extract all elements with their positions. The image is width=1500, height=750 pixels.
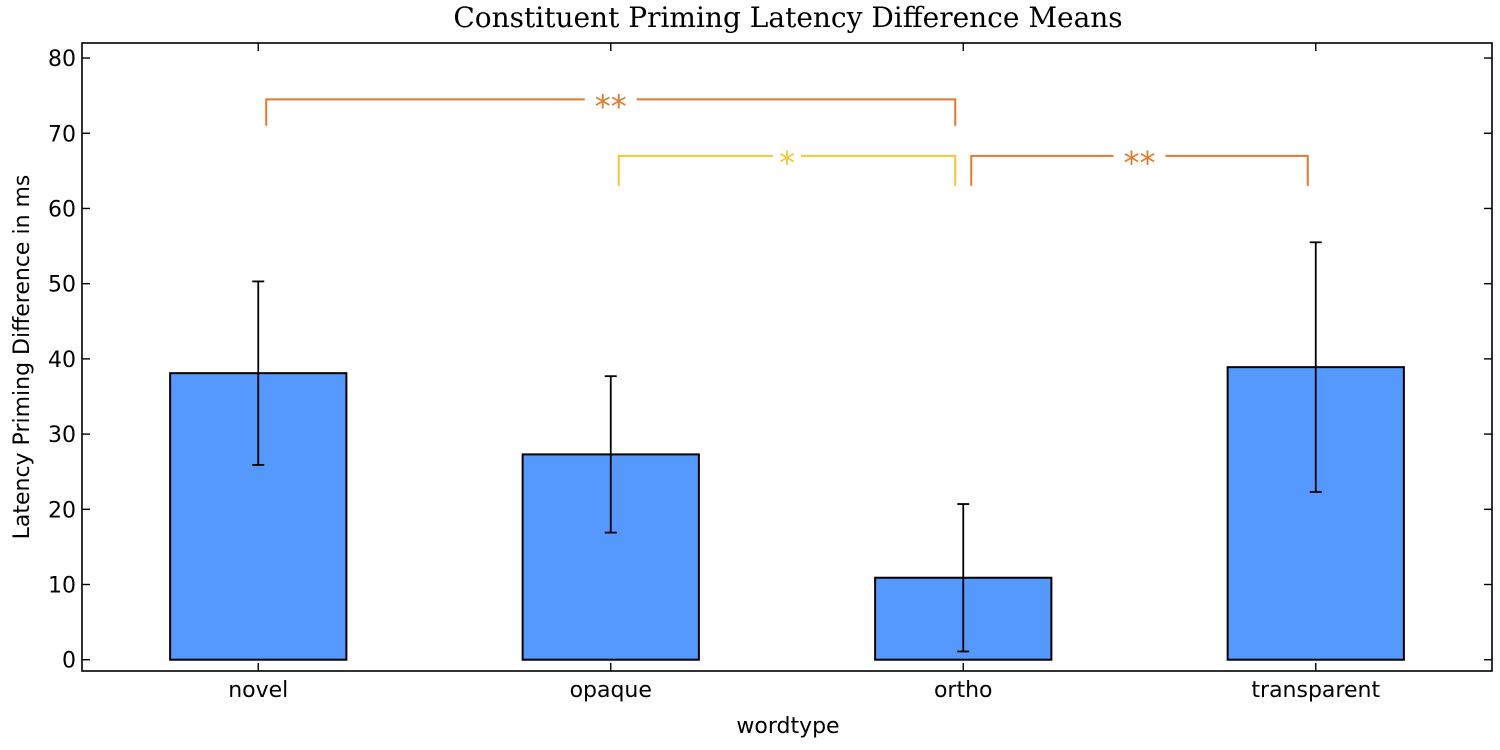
sig-bracket-right-0 [636, 98, 957, 126]
y-tick-label: 10 [48, 574, 76, 599]
sig-bracket-left-2 [970, 154, 1114, 186]
sig-bracket-left-0 [265, 98, 585, 126]
y-tick-label: 60 [48, 197, 76, 222]
sig-bracket-left-1 [617, 154, 773, 186]
y-tick-label: 80 [48, 47, 76, 72]
x-axis-label: wordtype [736, 714, 839, 739]
y-tick-label: 0 [62, 649, 76, 674]
sig-label-2: ** [1124, 144, 1156, 182]
plot-frame [81, 42, 1493, 672]
x-tick-label: novel [228, 678, 288, 703]
y-tick-label: 50 [48, 273, 76, 298]
x-tick-label: ortho [934, 678, 993, 703]
sig-bracket-right-2 [1165, 154, 1309, 186]
y-tick-label: 70 [48, 122, 76, 147]
y-tick-label: 30 [48, 423, 76, 448]
x-tick-label: opaque [570, 678, 652, 703]
sig-label-1: * [779, 144, 795, 182]
sig-label-0: ** [595, 87, 627, 125]
chart-title: Constituent Priming Latency Difference M… [453, 1, 1122, 34]
sig-bracket-right-1 [801, 154, 957, 186]
x-tick-label: transparent [1251, 678, 1380, 703]
y-tick-label: 40 [48, 348, 76, 373]
plot-area: 0 10 20 30 40 50 60 70 80 novel opaque ortho transpa… [48, 42, 1493, 703]
y-tick-label: 20 [48, 498, 76, 523]
y-axis-label: Latency Priming Difference in ms [10, 175, 35, 540]
